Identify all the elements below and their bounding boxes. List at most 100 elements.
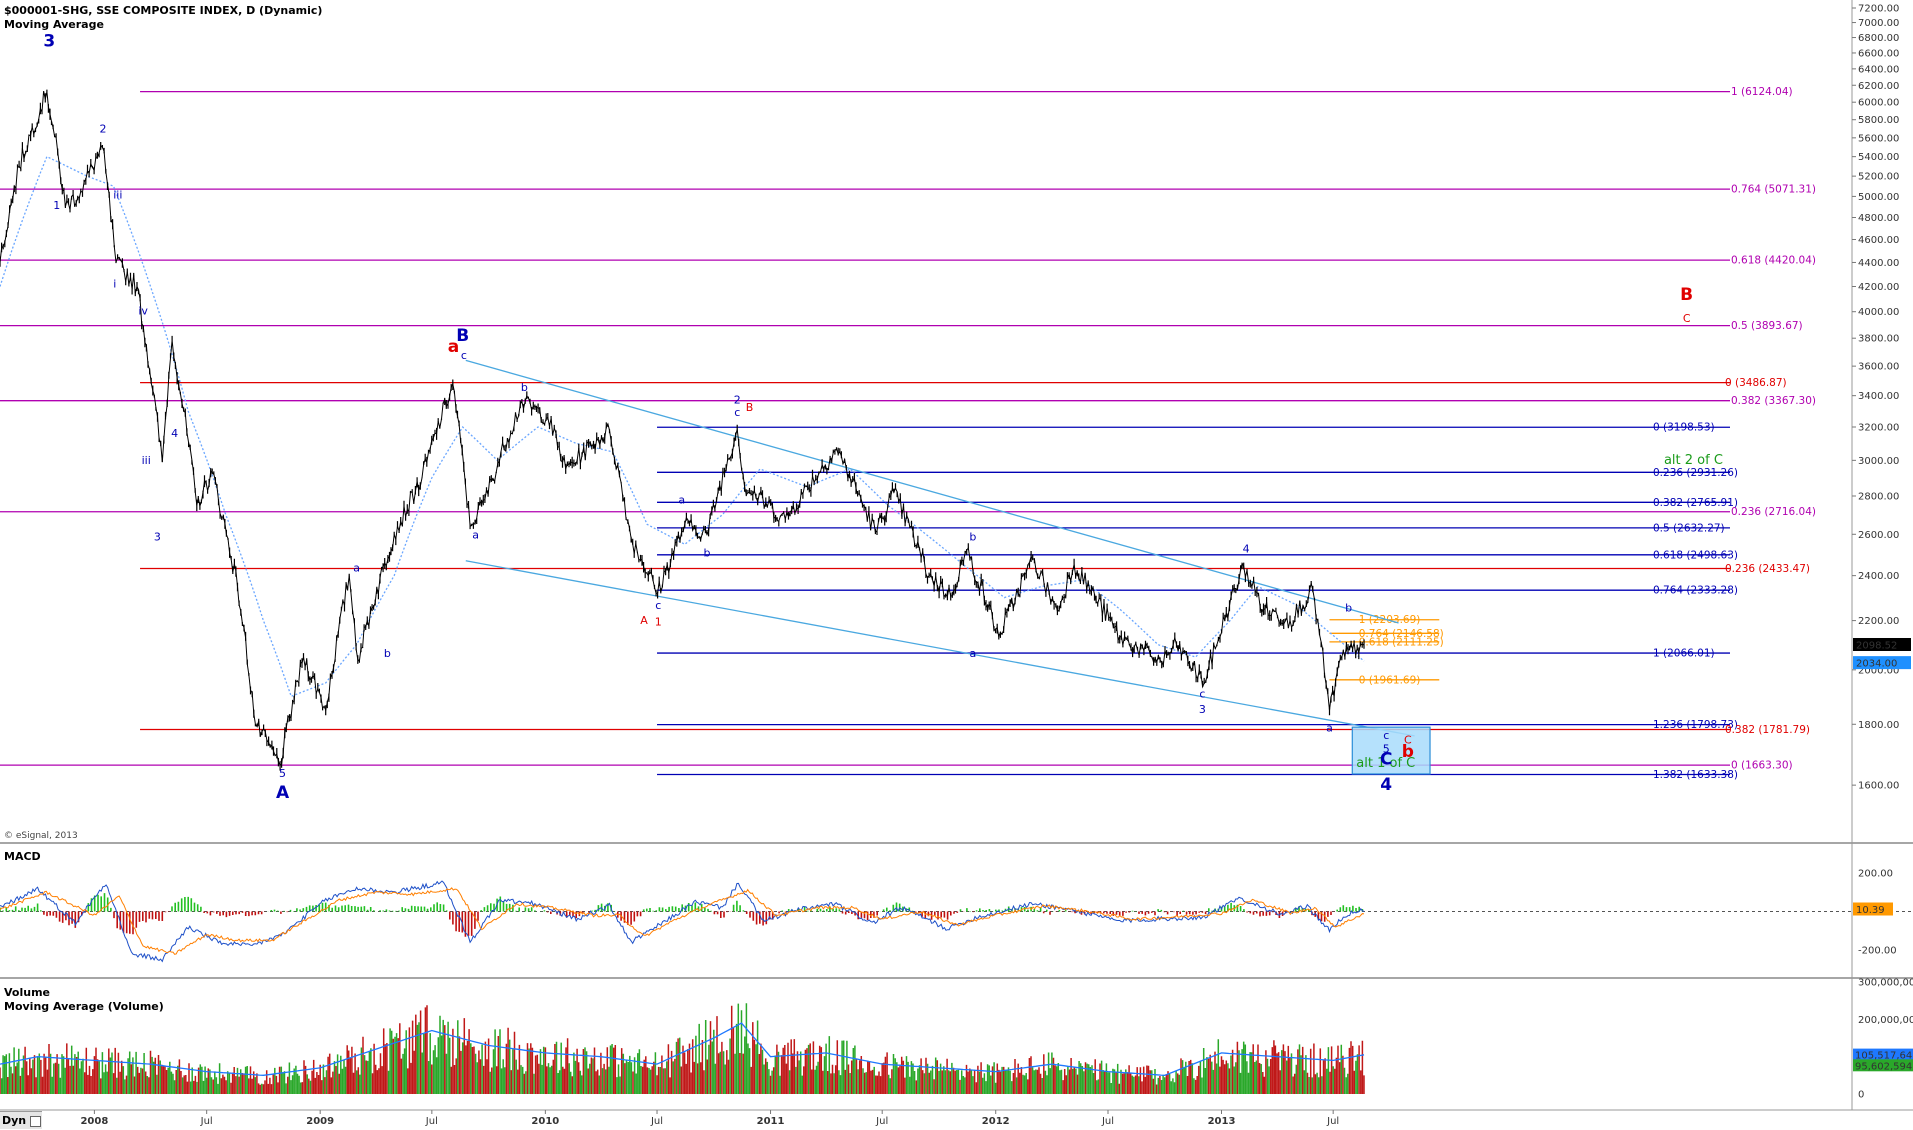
wave-label: iii (142, 454, 151, 467)
price-y-tick-label: 7000.00 (1858, 18, 1899, 29)
fib-level-label: 0.5 (3893.67) (1731, 320, 1803, 332)
ma-line[interactable] (0, 155, 1365, 698)
volume-y-tick-label: 200,000,000 (1858, 1015, 1913, 1026)
price-y-tick-label: 3800.00 (1858, 334, 1899, 345)
fib-level-label: 0.618 (2498.63) (1653, 549, 1738, 561)
volume-last-value: 105,517,648 (1855, 1051, 1913, 1062)
fib-level-label: 0.236 (2716.04) (1731, 506, 1816, 518)
x-tick-label: 2008 (80, 1116, 108, 1127)
price-line[interactable] (0, 91, 1365, 766)
wave-label: B (456, 326, 469, 346)
macd-pane[interactable] (0, 880, 1913, 963)
price-y-tick-label: 2800.00 (1858, 491, 1899, 502)
channel-line[interactable] (465, 359, 1399, 624)
fib-level-label: 1.236 (1798.73) (1653, 719, 1738, 731)
wave-label: i (113, 278, 116, 291)
fib-level-label: 0 (3486.87) (1725, 377, 1787, 389)
x-tick-label: Jul (1101, 1116, 1114, 1127)
x-tick-label: Jul (650, 1116, 663, 1127)
volume-y-tick-label: 0 (1858, 1090, 1864, 1101)
volume-ma-line[interactable] (0, 1022, 1365, 1076)
volume-bars-up[interactable] (0, 1003, 1359, 1094)
wave-label: b (1402, 742, 1414, 762)
wave-label: A (276, 783, 290, 803)
x-tick-label: 2011 (757, 1116, 785, 1127)
wave-label: iv (138, 304, 148, 317)
price-y-tick-label: 4000.00 (1858, 307, 1899, 318)
wave-label: 1 (655, 615, 662, 628)
x-tick-label: Jul (1326, 1116, 1339, 1127)
x-tick-label: 2013 (1208, 1116, 1236, 1127)
macd-y-tick-label: -200.00 (1858, 945, 1897, 956)
macd-title: MACD (4, 850, 41, 863)
fib-level-label: 1 (6124.04) (1731, 86, 1793, 98)
fib-level-label: 0.382 (2765.91) (1653, 497, 1738, 509)
price-y-tick-label: 5800.00 (1858, 115, 1899, 126)
last-ma-tag (1853, 656, 1911, 670)
wave-label: iii (113, 188, 122, 201)
price-pane[interactable]: 1 (6124.04) 0.764 (5071.31) 0.618 (4420.04… (0, 32, 1816, 803)
fib-level-label: 0.382 (3367.30) (1731, 395, 1816, 407)
target-box-label: alt 1 of C (1356, 756, 1415, 771)
dyn-label: Dyn (2, 1114, 27, 1127)
wave-label: a (678, 493, 685, 506)
macd-signal-line[interactable] (0, 887, 1365, 955)
symbol-title: $000001-SHG, SSE COMPOSITE INDEX, D (Dyn… (4, 4, 322, 17)
price-y-tick-label: 2400.00 (1858, 571, 1899, 582)
macd-histogram-negative[interactable] (43, 911, 1335, 937)
study-title: Moving Average (4, 18, 104, 31)
wave-label: b (704, 547, 711, 560)
fib-level-label: 0.236 (2931.26) (1653, 467, 1738, 479)
volume-last-tag (1853, 1048, 1913, 1061)
fib-level-label: 0.5 (2632.27) (1653, 522, 1725, 534)
wave-label: a (448, 337, 459, 357)
price-y-tick-label: 2200.00 (1858, 616, 1899, 627)
channel-line[interactable] (465, 560, 1415, 737)
wave-label: a (353, 561, 360, 574)
wave-label: C (1683, 312, 1691, 325)
fib-level-label: 0.764 (5071.31) (1731, 184, 1816, 196)
wave-label: c (1383, 729, 1389, 742)
price-y-tick-label: 4400.00 (1858, 258, 1899, 269)
wave-label: a (1326, 722, 1333, 735)
wave-label: 4 (1380, 775, 1392, 795)
fib-level-label: 0.764 (2146.58) (1359, 628, 1444, 640)
wave-label: C (1380, 750, 1392, 770)
fib-level-label: 1 (2066.01) (1653, 648, 1715, 660)
price-y-tick-label: 3400.00 (1858, 391, 1899, 402)
fib-level-label: 0 (1663.30) (1731, 760, 1793, 772)
wave-label: b (969, 530, 976, 543)
target-box[interactable] (1351, 726, 1431, 775)
wave-label: 3 (43, 32, 55, 52)
price-y-tick-label: 6200.00 (1858, 81, 1899, 92)
wave-label: 4 (1243, 542, 1250, 555)
fib-level-label: 0 (3198.53) (1653, 422, 1715, 434)
wave-label: c (655, 599, 661, 612)
volume-ma-title: Moving Average (Volume) (4, 1000, 164, 1013)
wave-label: 5 (1383, 742, 1390, 755)
x-tick-label: 2009 (306, 1116, 334, 1127)
wave-label: 5 (279, 767, 286, 780)
x-tick-label: Jul (425, 1116, 438, 1127)
wave-label: 3 (154, 530, 161, 543)
wave-label: 4 (171, 427, 178, 440)
price-y-tick-label: 7200.00 (1858, 4, 1899, 15)
price-y-tick-label: 3600.00 (1858, 362, 1899, 373)
axis-layer: 7200.00 7000.00 6800.00 6600.00 6400.00 6200.… (80, 4, 1913, 1127)
dyn-settings-icon[interactable] (30, 1116, 41, 1127)
wave-label: alt 2 of C (1664, 453, 1723, 468)
wave-label: 1 (53, 199, 60, 212)
esignal-credit: © eSignal, 2013 (4, 831, 78, 841)
dyn-tab[interactable]: Dyn (0, 1111, 42, 1129)
volume-pane[interactable] (0, 1003, 1365, 1094)
wave-label: b (1345, 601, 1352, 614)
last-price-tag (1853, 637, 1911, 651)
x-tick-label: Jul (875, 1116, 888, 1127)
price-y-tick-label: 2000.00 (1858, 665, 1899, 676)
price-y-tick-label: 6400.00 (1858, 64, 1899, 75)
price-y-tick-label: 3000.00 (1858, 456, 1899, 467)
wave-label: A (640, 614, 648, 627)
volume-bars-down[interactable] (0, 1005, 1365, 1094)
price-y-tick-label: 5400.00 (1858, 152, 1899, 163)
